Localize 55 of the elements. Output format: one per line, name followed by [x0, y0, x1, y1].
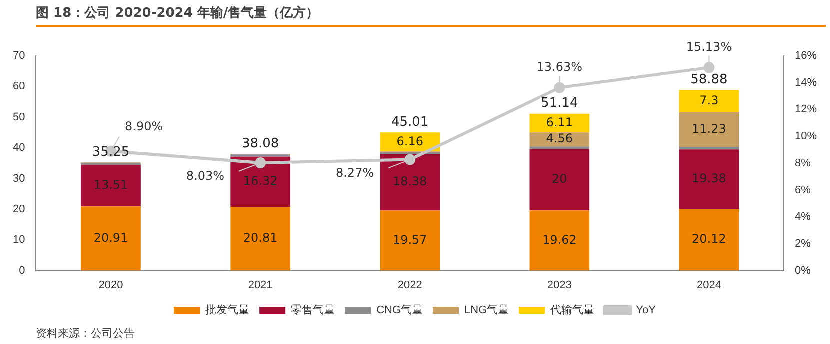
y-tick-label: 20 — [12, 203, 26, 216]
data-label: 8.27% — [336, 166, 374, 180]
legend-label: 零售气量 — [291, 304, 336, 317]
legend-label: CNG气量 — [376, 304, 424, 317]
total-label: 38.08 — [242, 136, 280, 152]
legend-label: 代输气量 — [550, 304, 595, 317]
y2-tick-label: 10% — [794, 130, 818, 143]
x-tick-label: 2020 — [98, 279, 124, 292]
y-tick-label: 70 — [12, 50, 26, 62]
total-label: 51.14 — [541, 96, 578, 112]
data-label: 15.13% — [686, 40, 732, 54]
legend-label: LNG气量 — [464, 304, 510, 317]
y-tick-label: 40 — [12, 142, 26, 154]
x-tick-label: 2022 — [398, 279, 422, 292]
chart-title: 图 18：公司 2020-2024 年输/售气量（亿方） — [36, 4, 826, 27]
y2-tick-label: 6% — [794, 184, 812, 196]
x-tick-label: 2023 — [547, 279, 572, 292]
y-tick-label: 60 — [12, 80, 26, 93]
data-label: 20.91 — [94, 230, 128, 245]
total-label: 35.25 — [92, 145, 130, 160]
data-label: 13.63% — [536, 60, 583, 74]
data-label: 20 — [552, 172, 568, 186]
data-label: 19.57 — [392, 232, 428, 247]
y2-tick-label: 12% — [794, 104, 818, 116]
data-label: 7.3 — [700, 93, 719, 108]
data-label: 20.12 — [692, 232, 726, 246]
y2-tick-label: 16% — [794, 50, 818, 62]
data-label: 6.11 — [546, 115, 574, 130]
y-tick-label: 30 — [12, 172, 26, 185]
x-tick-label: 2021 — [248, 279, 273, 292]
total-label: 45.01 — [392, 115, 429, 130]
data-label: 16.32 — [243, 174, 278, 188]
y2-tick-label: 0% — [794, 264, 812, 277]
data-label: 20.81 — [243, 230, 278, 245]
data-label: 18.38 — [392, 174, 428, 189]
data-label: 19.38 — [692, 171, 726, 186]
y-tick-label: 10 — [12, 234, 26, 246]
data-label: 4.56 — [546, 132, 574, 146]
data-label: 6.16 — [396, 134, 424, 148]
total-label: 58.88 — [690, 72, 728, 88]
data-label: 19.62 — [542, 232, 577, 247]
text: 资料来源：公司公告 — [36, 326, 135, 341]
data-label: 8.90% — [125, 119, 164, 134]
legend-label: 批发气量 — [206, 304, 250, 317]
y2-tick-label: 14% — [794, 76, 818, 89]
y2-tick-label: 4% — [794, 211, 812, 224]
y-tick-label: 50 — [12, 111, 26, 124]
legend-label: YoY — [636, 304, 657, 317]
y2-tick-label: 8% — [794, 157, 812, 170]
y-tick-label: 0 — [19, 264, 26, 277]
y2-tick-label: 2% — [794, 238, 812, 250]
x-tick-label: 2024 — [696, 279, 722, 292]
data-label: 11.23 — [692, 122, 726, 136]
data-label: 13.51 — [94, 178, 128, 192]
data-label: 8.03% — [186, 169, 225, 184]
